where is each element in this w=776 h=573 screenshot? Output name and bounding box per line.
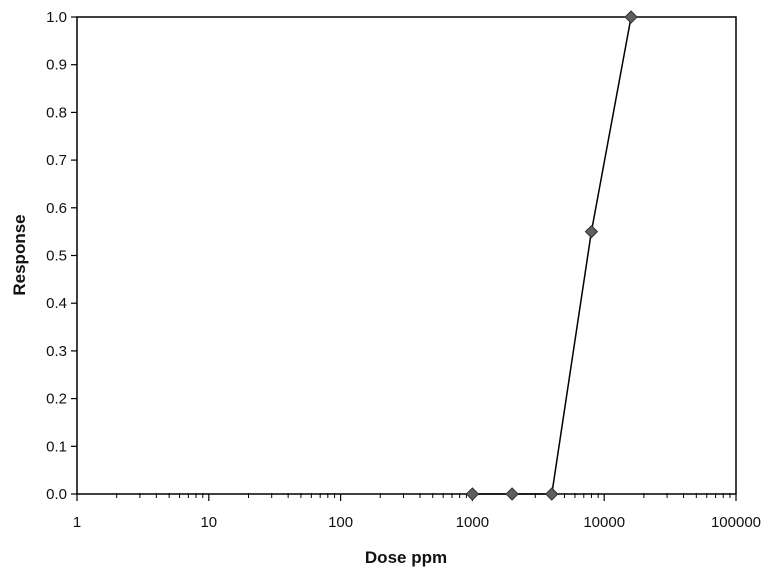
x-tick-labels: 1 10 100 1000 10000 100000	[73, 514, 761, 531]
y-tick-label: 0.2	[46, 391, 67, 408]
data-point-marker	[624, 10, 638, 24]
y-tick-label: 0.5	[46, 248, 67, 265]
y-tick-label: 0.6	[46, 200, 67, 217]
series-layer	[465, 10, 638, 501]
x-tick-label: 1000	[456, 514, 489, 531]
y-ticks	[71, 16, 77, 495]
y-tick-label: 0.0	[46, 486, 67, 503]
y-tick-label: 0.8	[46, 104, 67, 121]
y-tick-label: 0.1	[46, 438, 67, 455]
y-tick-label: 0.4	[46, 295, 67, 312]
y-axis-title: Response	[10, 214, 29, 295]
data-point-marker	[505, 487, 519, 501]
y-tick-labels: 0.0 0.1 0.2 0.3 0.4 0.5 0.6 0.7 0.8 0.9 1.0	[46, 9, 67, 503]
x-major-ticks	[76, 494, 737, 501]
x-tick-label: 100	[328, 514, 353, 531]
y-tick-label: 0.9	[46, 57, 67, 74]
plot-area	[76, 16, 737, 495]
y-tick-label: 0.3	[46, 343, 67, 360]
x-tick-label: 10	[200, 514, 217, 531]
data-point-marker	[545, 487, 559, 501]
x-tick-label: 100000	[711, 514, 761, 531]
data-point-marker	[465, 487, 480, 501]
x-axis-title: Dose ppm	[365, 548, 447, 567]
y-tick-label: 0.7	[46, 152, 67, 169]
y-tick-label: 1.0	[46, 9, 67, 26]
x-tick-label: 1	[73, 514, 81, 531]
data-point-marker	[584, 224, 599, 239]
x-tick-label: 10000	[583, 514, 625, 531]
